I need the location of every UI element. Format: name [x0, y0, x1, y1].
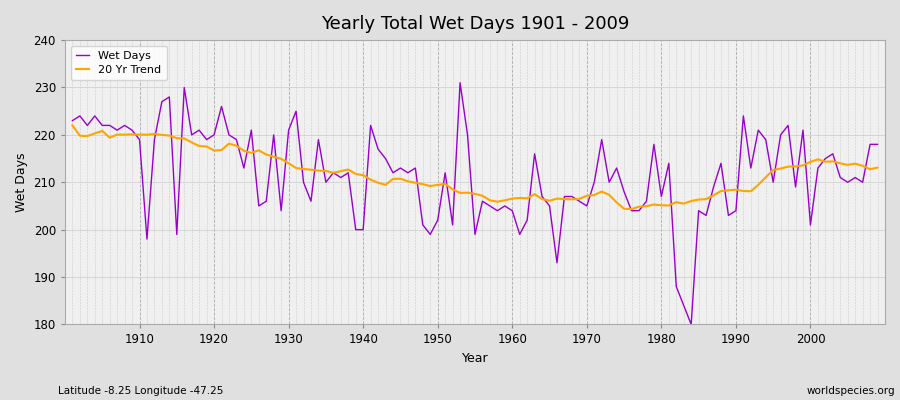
20 Yr Trend [291, 166, 302, 170]
Wet Days [686, 322, 697, 327]
Text: worldspecies.org: worldspecies.org [807, 386, 896, 396]
Line: 20 Yr Trend: 20 Yr Trend [72, 126, 878, 209]
20 Yr Trend [127, 132, 138, 137]
Legend: Wet Days, 20 Yr Trend: Wet Days, 20 Yr Trend [70, 46, 167, 80]
20 Yr Trend [336, 169, 346, 174]
20 Yr Trend [507, 196, 517, 201]
20 Yr Trend [500, 198, 510, 203]
Wet Days [507, 208, 517, 213]
Wet Days [872, 142, 883, 147]
Wet Days [336, 175, 346, 180]
Wet Days [454, 80, 465, 85]
20 Yr Trend [597, 189, 608, 194]
Wet Days [291, 109, 302, 114]
20 Yr Trend [626, 207, 637, 212]
Wet Days [127, 128, 138, 132]
20 Yr Trend [67, 123, 77, 128]
Wet Days [67, 118, 77, 123]
Title: Yearly Total Wet Days 1901 - 2009: Yearly Total Wet Days 1901 - 2009 [320, 15, 629, 33]
X-axis label: Year: Year [462, 352, 489, 365]
Y-axis label: Wet Days: Wet Days [15, 152, 28, 212]
Wet Days [514, 232, 525, 237]
Line: Wet Days: Wet Days [72, 83, 878, 324]
Text: Latitude -8.25 Longitude -47.25: Latitude -8.25 Longitude -47.25 [58, 386, 224, 396]
20 Yr Trend [872, 165, 883, 170]
Wet Days [604, 180, 615, 185]
